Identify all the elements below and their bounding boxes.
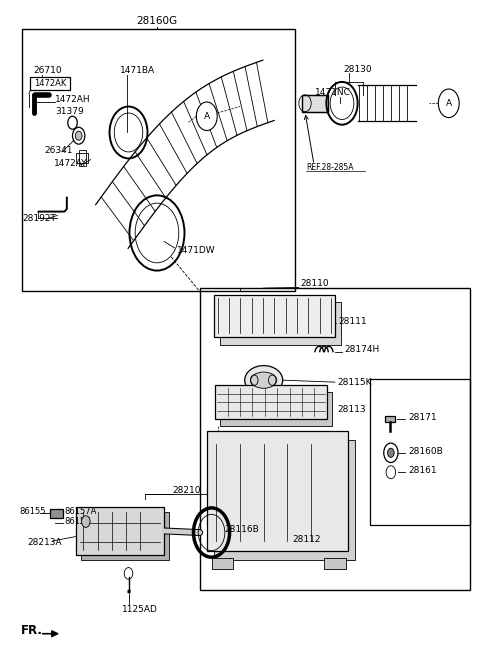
Text: 28113: 28113 xyxy=(337,405,366,414)
Text: 1471NC: 1471NC xyxy=(315,88,351,97)
Text: 26341: 26341 xyxy=(45,146,73,155)
Circle shape xyxy=(438,89,459,118)
Text: 28160B: 28160B xyxy=(408,447,443,456)
Bar xyxy=(216,385,327,419)
Text: 28116B: 28116B xyxy=(225,525,260,534)
Text: 28210: 28210 xyxy=(173,486,201,495)
Text: 28161: 28161 xyxy=(408,466,437,475)
Text: 28171: 28171 xyxy=(408,413,437,422)
Text: 28111: 28111 xyxy=(339,317,367,326)
Text: 1471DW: 1471DW xyxy=(178,246,216,255)
Text: 28192T: 28192T xyxy=(23,214,57,222)
Bar xyxy=(79,150,86,166)
Text: 86156: 86156 xyxy=(64,517,91,526)
Text: 26710: 26710 xyxy=(34,66,62,75)
Ellipse shape xyxy=(251,372,277,388)
Text: A: A xyxy=(446,99,452,108)
Text: 28213A: 28213A xyxy=(27,538,62,547)
Bar xyxy=(385,416,395,422)
Bar xyxy=(22,29,295,291)
Text: REF.28-285A: REF.28-285A xyxy=(306,163,354,172)
Text: 86155: 86155 xyxy=(19,507,46,515)
Bar xyxy=(207,431,348,551)
Bar xyxy=(324,559,346,569)
Text: 1472AH: 1472AH xyxy=(55,95,91,104)
Text: 1472AY: 1472AY xyxy=(54,159,87,168)
Text: 1471BA: 1471BA xyxy=(120,66,156,75)
Bar xyxy=(219,302,341,345)
Text: 31379: 31379 xyxy=(55,107,84,116)
Text: 28160G: 28160G xyxy=(136,16,178,26)
Bar xyxy=(220,392,332,426)
Text: 1125AD: 1125AD xyxy=(122,604,158,613)
Bar xyxy=(76,507,164,555)
FancyBboxPatch shape xyxy=(30,77,70,90)
Bar xyxy=(214,441,355,560)
Text: 86157A: 86157A xyxy=(64,507,97,515)
Circle shape xyxy=(82,516,90,527)
Circle shape xyxy=(75,131,82,140)
Bar xyxy=(301,95,328,112)
Text: 28112: 28112 xyxy=(292,535,321,544)
Circle shape xyxy=(387,448,394,457)
Bar xyxy=(371,379,470,525)
Text: 28174H: 28174H xyxy=(344,345,380,354)
Text: 28130: 28130 xyxy=(343,65,372,74)
Bar xyxy=(81,512,169,560)
Bar xyxy=(214,294,335,337)
Bar xyxy=(50,509,62,518)
Text: FR.: FR. xyxy=(21,624,43,637)
Circle shape xyxy=(196,102,217,131)
Bar xyxy=(76,153,88,163)
Bar xyxy=(212,559,233,569)
Text: 1472AK: 1472AK xyxy=(34,78,66,88)
Text: 28110: 28110 xyxy=(301,279,329,288)
Text: A: A xyxy=(204,112,210,121)
Ellipse shape xyxy=(245,366,283,395)
Text: 28115K: 28115K xyxy=(337,377,372,387)
Bar xyxy=(200,288,470,590)
Bar xyxy=(301,95,328,112)
